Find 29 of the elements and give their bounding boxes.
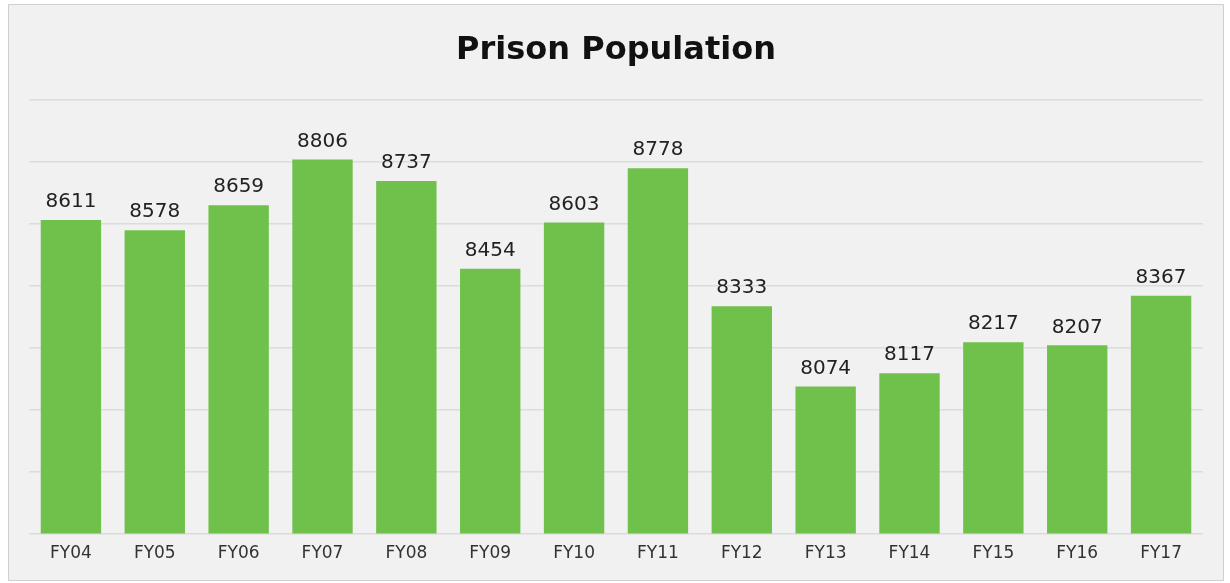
- x-tick-label: FY14: [888, 542, 931, 563]
- x-tick-label: FY11: [637, 542, 679, 563]
- data-label: 8578: [129, 198, 181, 223]
- data-label: 8117: [884, 341, 935, 366]
- x-tick-label: FY07: [301, 542, 344, 563]
- data-label: 8333: [716, 274, 768, 299]
- data-label: 8806: [297, 127, 348, 152]
- x-tick-label: FY16: [1056, 542, 1099, 563]
- data-label: 8074: [800, 354, 852, 379]
- data-label: 8367: [1135, 263, 1187, 288]
- data-label: 8603: [548, 190, 600, 215]
- data-label: 8454: [464, 236, 516, 261]
- x-tick-label: FY04: [50, 542, 92, 563]
- chart-title: Prison Population: [456, 28, 776, 67]
- x-tick-label: FY12: [720, 542, 763, 563]
- data-label: 8207: [1051, 313, 1103, 338]
- x-tick-label: FY09: [469, 542, 512, 563]
- x-tick-label: FY08: [385, 542, 428, 563]
- x-tick-label: FY13: [804, 542, 847, 563]
- x-tick-label: FY06: [217, 542, 260, 563]
- x-tick-label: FY05: [133, 542, 176, 563]
- data-label: 8217: [967, 310, 1019, 335]
- data-label: 8778: [632, 136, 684, 161]
- data-label: 8737: [380, 149, 432, 174]
- x-tick-label: FY10: [553, 542, 595, 563]
- data-label: 8659: [213, 173, 265, 198]
- data-label: 8611: [45, 188, 97, 213]
- x-tick-label: FY17: [1140, 542, 1182, 563]
- x-tick-label: FY15: [972, 542, 1015, 563]
